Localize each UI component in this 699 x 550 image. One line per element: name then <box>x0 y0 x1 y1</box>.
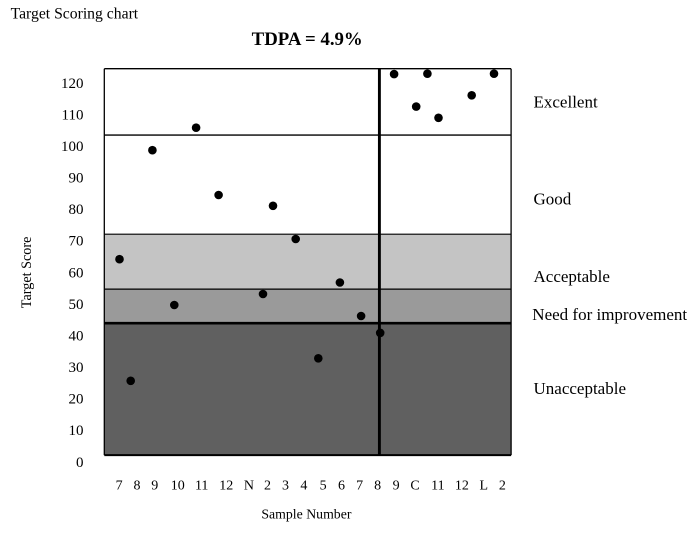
svg-text:60: 60 <box>69 265 84 281</box>
svg-text:N: N <box>244 478 254 493</box>
svg-text:3: 3 <box>282 478 289 493</box>
svg-text:8: 8 <box>134 478 141 493</box>
svg-text:110: 110 <box>62 108 84 124</box>
svg-text:9: 9 <box>393 478 400 493</box>
svg-text:10: 10 <box>171 478 185 493</box>
svg-text:2: 2 <box>499 478 506 493</box>
svg-text:Sample Number: Sample Number <box>261 506 351 521</box>
svg-text:70: 70 <box>69 234 84 250</box>
svg-text:L: L <box>480 478 489 493</box>
svg-text:8: 8 <box>374 478 381 493</box>
svg-text:12: 12 <box>219 478 233 493</box>
svg-text:Target Score: Target Score <box>19 237 35 309</box>
svg-text:20: 20 <box>69 392 84 408</box>
svg-text:0: 0 <box>76 455 84 471</box>
svg-text:4: 4 <box>300 478 307 493</box>
svg-text:100: 100 <box>61 139 84 155</box>
svg-text:C: C <box>410 478 419 493</box>
svg-text:90: 90 <box>69 171 84 187</box>
svg-text:10: 10 <box>69 423 84 439</box>
svg-text:7: 7 <box>356 478 363 493</box>
svg-text:Good: Good <box>534 190 572 209</box>
svg-text:Target Scoring chart: Target Scoring chart <box>11 6 139 23</box>
svg-text:6: 6 <box>338 478 345 493</box>
svg-text:30: 30 <box>69 360 84 376</box>
svg-text:Excellent: Excellent <box>534 93 598 112</box>
svg-text:2: 2 <box>264 478 271 493</box>
svg-text:12: 12 <box>455 478 469 493</box>
svg-text:9: 9 <box>151 478 158 493</box>
svg-text:120: 120 <box>61 76 84 92</box>
svg-text:TDPA = 4.9%: TDPA = 4.9% <box>252 29 363 50</box>
svg-text:7: 7 <box>116 478 123 493</box>
svg-text:Unacceptable: Unacceptable <box>534 379 627 398</box>
svg-text:5: 5 <box>320 478 327 493</box>
svg-text:Need for improvement: Need for improvement <box>532 305 687 324</box>
svg-text:Acceptable: Acceptable <box>534 267 610 286</box>
svg-text:11: 11 <box>195 478 208 493</box>
svg-text:80: 80 <box>69 202 84 218</box>
svg-text:40: 40 <box>69 329 84 345</box>
svg-text:11: 11 <box>431 478 444 493</box>
svg-text:50: 50 <box>69 297 84 313</box>
